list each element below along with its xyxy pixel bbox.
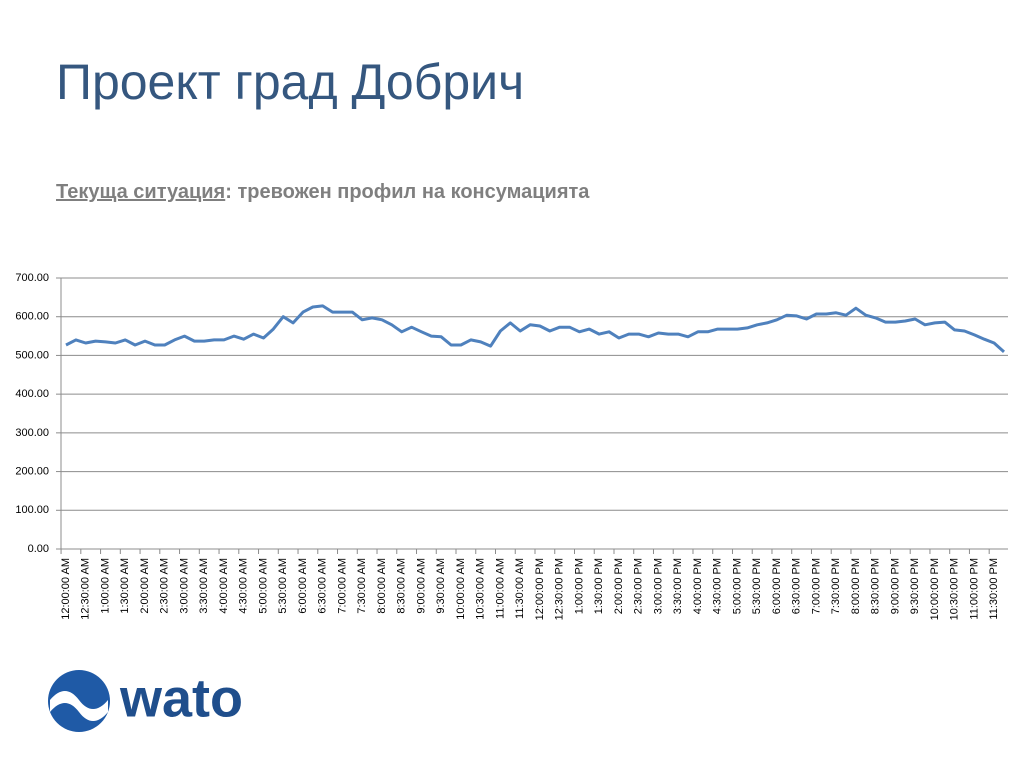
x-tick-label: 6:00:00 PM bbox=[771, 558, 783, 614]
x-tick-label: 10:30:00 AM bbox=[475, 558, 487, 620]
x-tick-label: 9:30:00 AM bbox=[435, 558, 447, 614]
x-tick-label: 6:30:00 PM bbox=[791, 558, 803, 614]
x-tick-label: 10:00:00 AM bbox=[455, 558, 467, 620]
y-tick-label: 500.00 bbox=[15, 349, 49, 361]
plot: 0.00 100.00 200.00 300.00 400.00 500.00 600.00… bbox=[15, 272, 1008, 620]
x-tick-label: 4:00:00 AM bbox=[218, 558, 230, 614]
x-tick-label: 5:30:00 AM bbox=[277, 558, 289, 614]
x-tick-label: 9:00:00 AM bbox=[415, 558, 427, 614]
logo: wato bbox=[48, 668, 243, 732]
x-tick-label: 12:30:00 PM bbox=[554, 558, 566, 620]
x-tick-label: 2:30:00 AM bbox=[159, 558, 171, 614]
x-tick-label: 7:00:00 AM bbox=[336, 558, 348, 614]
x-tick-label: 11:30:00 AM bbox=[514, 558, 526, 619]
subtitle-underlined: Текуща ситуация bbox=[56, 181, 225, 203]
x-tick-label: 11:00:00 PM bbox=[968, 558, 980, 620]
y-tick-label: 600.00 bbox=[15, 311, 49, 323]
x-tick-label: 8:30:00 PM bbox=[870, 558, 882, 614]
x-tick-label: 5:00:00 AM bbox=[257, 558, 269, 614]
data-line bbox=[65, 304, 1006, 354]
x-tick-label: 2:30:00 PM bbox=[633, 558, 645, 614]
x-tick-label: 7:30:00 PM bbox=[830, 558, 842, 614]
y-tick-label: 100.00 bbox=[15, 504, 49, 516]
x-tick-label: 3:00:00 AM bbox=[178, 558, 190, 614]
y-tick-label: 300.00 bbox=[15, 427, 49, 439]
x-tick-label: 2:00:00 PM bbox=[613, 558, 625, 614]
x-tick-label: 11:00:00 AM bbox=[494, 558, 506, 619]
x-tick-label: 6:30:00 AM bbox=[317, 558, 329, 614]
x-tick-label: 12:00:00 PM bbox=[534, 558, 546, 620]
x-tick-label: 7:30:00 AM bbox=[356, 558, 368, 614]
y-tick-label: 200.00 bbox=[15, 465, 49, 477]
x-tick-label: 4:00:00 PM bbox=[692, 558, 704, 614]
x-tick-label: 12:00:00 AM bbox=[60, 558, 72, 620]
x-tick-label: 10:00:00 PM bbox=[929, 558, 941, 620]
subtitle-rest: : тревожен профил на консумацията bbox=[225, 181, 590, 203]
x-tick-label: 1:30:00 AM bbox=[119, 558, 131, 614]
slide-title: Проект град Добрич bbox=[56, 54, 524, 110]
x-tick-label: 10:30:00 PM bbox=[949, 558, 961, 620]
x-tick-label: 8:00:00 AM bbox=[376, 558, 388, 614]
x-tick-label: 1:30:00 PM bbox=[593, 558, 605, 614]
y-tick-label: 400.00 bbox=[15, 388, 49, 400]
x-tick-label: 1:00:00 AM bbox=[99, 558, 111, 614]
x-tick-label: 3:30:00 PM bbox=[672, 558, 684, 614]
x-tick-label: 1:00:00 PM bbox=[573, 558, 585, 614]
x-tick-label: 7:00:00 PM bbox=[810, 558, 822, 614]
x-tick-label: 5:00:00 PM bbox=[731, 558, 743, 614]
subtitle: Текуща ситуация: тревожен профил на конс… bbox=[56, 181, 590, 203]
x-tick-label: 3:00:00 PM bbox=[652, 558, 664, 614]
x-tick-label: 5:30:00 PM bbox=[751, 558, 763, 614]
x-tick-label: 6:00:00 AM bbox=[297, 558, 309, 614]
x-tick-label: 3:30:00 AM bbox=[198, 558, 210, 614]
x-tick-label: 11:30:00 PM bbox=[988, 558, 1000, 620]
x-tick-label: 8:00:00 PM bbox=[850, 558, 862, 614]
y-tick-label: 0.00 bbox=[28, 543, 49, 555]
logo-wave bbox=[50, 691, 108, 721]
x-tick-label: 4:30:00 AM bbox=[238, 558, 250, 614]
x-tick-label: 4:30:00 PM bbox=[712, 558, 724, 614]
x-tick-label: 2:00:00 AM bbox=[139, 558, 151, 614]
x-tick-label: 9:00:00 PM bbox=[889, 558, 901, 614]
logo-text: wato bbox=[119, 668, 243, 728]
x-tick-label: 8:30:00 AM bbox=[396, 558, 408, 614]
x-tick-label: 12:30:00 AM bbox=[80, 558, 92, 620]
x-tick-label: 9:30:00 PM bbox=[909, 558, 921, 614]
y-tick-label: 700.00 bbox=[15, 272, 49, 284]
